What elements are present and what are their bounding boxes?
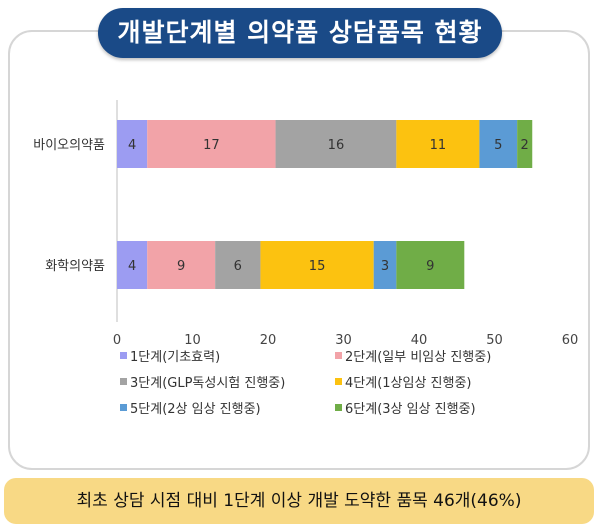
x-tick-label: 60 [562, 333, 579, 348]
x-tick-label: 20 [260, 333, 277, 348]
bar-segment [396, 120, 480, 168]
legend-label: 6단계(3상 임상 진행중) [345, 401, 476, 417]
legend: 1단계(기초효력) 2단계(일부 비임상 진행중) 3단계(GLP독성시험 진행중)… [120, 349, 491, 417]
category-label: 화학의약품 [45, 259, 105, 274]
data-label: 6 [234, 259, 242, 274]
legend-label: 2단계(일부 비임상 진행중) [345, 349, 491, 365]
bar-segment [275, 120, 397, 168]
legend-label: 4단계(1상임상 진행중) [345, 375, 472, 391]
bar-segment [117, 241, 148, 289]
data-label: 2 [521, 138, 529, 153]
data-label: 4 [128, 259, 136, 274]
data-label: 11 [430, 138, 447, 153]
stacked-bar-chart: 0 10 20 30 40 50 60 바이오의약품 4 17 16 11 5 2 화학의약품 4 9 6 15 3 9… [33, 100, 578, 417]
data-label: 5 [494, 138, 502, 153]
x-tick-label: 50 [486, 333, 503, 348]
bar-segment [215, 241, 261, 289]
data-label: 3 [381, 259, 389, 274]
data-label: 16 [328, 138, 345, 153]
legend-label: 5단계(2상 임상 진행중) [130, 401, 261, 417]
data-label: 15 [309, 259, 326, 274]
legend-swatch [120, 352, 127, 359]
legend-swatch [120, 404, 127, 411]
data-label: 4 [128, 138, 136, 153]
chart-title: 개발단계별 의약품 상담품목 현황 [98, 8, 502, 58]
plot-area: 0 10 20 30 40 50 60 바이오의약품 4 17 16 11 5 2 화학의약품 4 9 6 15 3 9 [33, 100, 578, 348]
legend-swatch [335, 352, 342, 359]
summary-banner: 최초 상담 시점 대비 1단계 이상 개발 도약한 품목 46개(46%) [4, 478, 594, 524]
category-label: 바이오의약품 [33, 138, 105, 153]
data-label: 9 [177, 259, 185, 274]
bar-segment [260, 241, 374, 289]
data-label: 17 [203, 138, 220, 153]
bar-segment [147, 241, 216, 289]
bar-segment [479, 120, 518, 168]
bar-segment [373, 241, 397, 289]
bar-segment [117, 120, 148, 168]
x-tick-label: 40 [411, 333, 428, 348]
x-tick-label: 0 [113, 333, 121, 348]
legend-swatch [120, 378, 127, 385]
bar-segment [517, 120, 533, 168]
x-tick-label: 10 [184, 333, 201, 348]
bar-segment [396, 241, 465, 289]
legend-label: 3단계(GLP독성시험 진행중) [130, 375, 285, 391]
data-label: 9 [426, 259, 434, 274]
legend-swatch [335, 404, 342, 411]
bar-segment [147, 120, 276, 168]
x-tick-label: 30 [335, 333, 352, 348]
legend-label: 1단계(기초효력) [130, 350, 220, 365]
legend-swatch [335, 378, 342, 385]
